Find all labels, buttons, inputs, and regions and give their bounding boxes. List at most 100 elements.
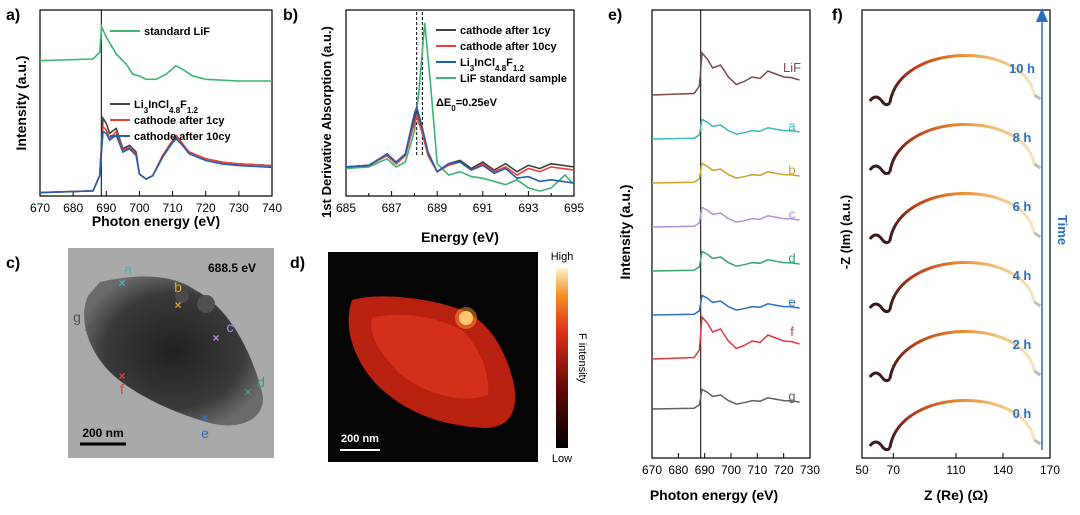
panel-c-energy-label: 688.5 eV	[208, 261, 256, 275]
nyquist-start-10-h	[868, 95, 891, 107]
nyquist-tail-4-h	[1033, 300, 1042, 308]
panel-e-label: e)	[608, 7, 622, 24]
panel-b-xtick-label: 689	[427, 201, 447, 215]
panel-f: f) 50 70 110 140 170 0 h 2 h 4 h 6 h 8 h 10 h Tim…	[832, 7, 1070, 503]
panel-e-series-label-b: b	[788, 162, 795, 177]
panel-e-series-a	[651, 118, 800, 140]
panel-c-marker-b: ×	[174, 298, 181, 312]
panel-e-series-c	[651, 206, 800, 228]
nyquist-8-h: 8 h	[868, 123, 1042, 176]
colorbar-title: F intensity	[576, 333, 588, 384]
panel-e-ylabel: Intensity (a.u.)	[617, 185, 633, 280]
nyquist-tail-8-h	[1033, 162, 1042, 170]
panel-f-xtick-label: 170	[1040, 463, 1060, 477]
panel-b-xtick-label: 691	[473, 201, 493, 215]
panel-e-series-g	[651, 388, 800, 410]
nyquist-10-h: 10 h	[868, 54, 1042, 107]
nyquist-label-0-h: 0 h	[1013, 406, 1032, 421]
panel-f-xtick-label: 70	[887, 463, 901, 477]
panel-c-marker-g: ×	[84, 321, 91, 335]
panel-b-series	[345, 22, 575, 192]
panel-e-xtick-label: 720	[774, 463, 794, 477]
nyquist-2-h: 2 h	[868, 330, 1042, 383]
panel-f-xtick-label: 140	[993, 463, 1013, 477]
panel-b-series-cathode-after-10cy	[345, 114, 575, 176]
nyquist-arc-8-h	[888, 123, 1036, 173]
panel-c-point-label-e: e	[201, 425, 209, 441]
panel-a-series-cathode-after-10cy	[39, 130, 273, 194]
panel-b-legend: cathode after 1cy cathode after 10cy Li3In…	[436, 25, 567, 85]
nyquist-arc-6-h	[888, 192, 1036, 242]
nyquist-start-6-h	[868, 233, 891, 245]
panel-e-xlabel: Photon energy (eV)	[650, 487, 778, 503]
nyquist-label-2-h: 2 h	[1013, 337, 1032, 352]
panel-a-frame	[39, 9, 273, 197]
nyquist-start-8-h	[868, 164, 891, 176]
panel-d-label: d)	[290, 255, 305, 272]
panel-b-series-li3incl4-8f1-2	[345, 104, 575, 184]
nyquist-tail-0-h	[1033, 438, 1042, 446]
nyquist-arc-2-h	[888, 330, 1036, 380]
panel-b-legend-label: Li3InCl4.8F1.2	[460, 57, 525, 73]
panel-a-xtick-label: 720	[196, 201, 216, 215]
nyquist-label-4-h: 4 h	[1013, 268, 1032, 283]
panel-c-point-label-c: c	[227, 319, 234, 335]
panel-c-point-label-a: a	[124, 261, 132, 277]
tem-particle-bump	[197, 295, 215, 313]
nyquist-6-h: 6 h	[868, 192, 1042, 245]
panel-c-label: c)	[6, 255, 20, 272]
panel-e-series-label-e: e	[788, 294, 795, 309]
panel-a-ticks: 670 680 690 700 710 720 730 740	[30, 191, 282, 215]
panel-f-ticks: 50 70 110 140 170	[855, 453, 1060, 477]
xrf-hotspot-glow	[455, 307, 477, 329]
panel-e-series-label-g: g	[788, 388, 795, 403]
panel-c-point-label-g: g	[73, 309, 81, 325]
panel-a-xtick-label: 700	[129, 201, 149, 215]
panel-a-xtick-label: 670	[30, 201, 50, 215]
panel-a-series-li3incl4-8f1-2	[39, 115, 273, 194]
panel-b-legend-label: cathode after 1cy	[460, 25, 551, 37]
nyquist-start-0-h	[868, 440, 891, 452]
panel-e-series-d	[651, 250, 800, 272]
panel-e-series-label-c: c	[789, 206, 796, 221]
panel-a-xtick-label: 730	[229, 201, 249, 215]
panel-e-series-f	[651, 315, 800, 360]
panel-a-legend-top: standard LiF	[110, 26, 210, 38]
panel-b: b) 685 687 689 691 693 695 Energy (eV) 1st De…	[283, 7, 584, 245]
panel-a-ylabel: Intensity (a.u.)	[13, 56, 29, 151]
panel-e-xtick-label: 710	[747, 463, 767, 477]
nyquist-0-h: 0 h	[868, 399, 1042, 452]
panel-a-xtick-label: 710	[163, 201, 183, 215]
panel-e-series-lif	[651, 51, 800, 96]
nyquist-arc-10-h	[888, 54, 1036, 104]
panel-f-xtick-label: 50	[855, 463, 869, 477]
panel-d-scalebar-label: 200 nm	[341, 433, 379, 445]
panel-e-xtick-label: 700	[721, 463, 741, 477]
panel-b-legend-label: cathode after 10cy	[460, 41, 557, 53]
panel-a-legend-label: cathode after 1cy	[134, 115, 225, 127]
panel-a-xlabel: Photon energy (eV)	[92, 213, 220, 229]
panel-a-xtick-label: 690	[96, 201, 116, 215]
panel-f-xlabel: Z (Re) (Ω)	[924, 487, 988, 503]
tem-particle-bump	[175, 289, 189, 303]
panel-b-xlabel: Energy (eV)	[421, 229, 499, 245]
panel-a-legend-label: Li3InCl4.8F1.2	[134, 99, 199, 115]
panel-e: e) 670 680 690 700 710 720 730 LiF a b c d ef g Phot…	[608, 7, 820, 503]
panel-c-marker-c: ×	[212, 331, 219, 345]
panel-a-series-standard-lif	[39, 23, 272, 82]
nyquist-tail-6-h	[1033, 231, 1042, 239]
panel-b-label: b)	[283, 7, 298, 24]
legend-label-standard-lif: standard LiF	[144, 26, 210, 38]
panel-c-marker-f: ×	[118, 369, 125, 383]
colorbar-high-label: High	[551, 251, 574, 263]
colorbar	[556, 268, 568, 448]
panel-e-xtick-label: 690	[695, 463, 715, 477]
nyquist-arc-4-h	[888, 261, 1036, 311]
panel-b-series-lif-standard-sample	[345, 22, 575, 192]
panel-b-legend-label: LiF standard sample	[460, 73, 567, 85]
panel-e-xtick-label: 730	[800, 463, 820, 477]
xrf-particle-core	[371, 314, 489, 399]
nyquist-label-10-h: 10 h	[1009, 61, 1035, 76]
panel-b-xtick-label: 685	[336, 201, 356, 215]
